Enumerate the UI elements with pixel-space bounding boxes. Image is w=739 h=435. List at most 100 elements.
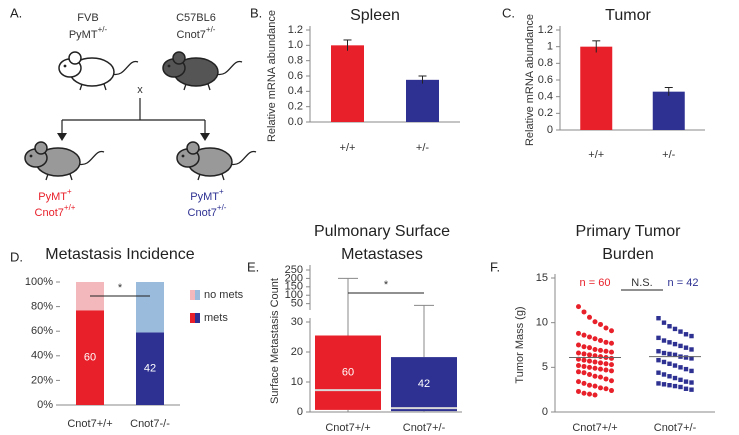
y-tick-label: 0.4 — [288, 85, 303, 97]
genotype: +/- — [98, 25, 108, 34]
point — [667, 383, 672, 388]
y-tick-label: 0.8 — [538, 57, 553, 69]
arrowheads — [57, 133, 210, 141]
x-tick-label: Cnot7+/+ — [572, 422, 617, 434]
significance: * — [384, 279, 389, 291]
panel-label: F. — [490, 259, 500, 274]
y-axis-label: Relative mRNA abundance — [524, 14, 536, 146]
genotype: +/- — [206, 25, 216, 34]
x-tick-label: +/- — [416, 142, 429, 154]
cross-lines — [61, 98, 206, 134]
point — [592, 336, 598, 342]
mouse-offspring — [176, 141, 257, 181]
legend-swatch — [195, 290, 200, 300]
y-axis-label: Tumor Mass (g) — [514, 306, 526, 383]
point — [678, 377, 683, 383]
point — [603, 386, 609, 392]
point — [656, 349, 661, 354]
point — [603, 361, 609, 367]
gene: PyMT — [38, 191, 67, 203]
bar-segment — [136, 332, 164, 405]
y-tick-label: 0.8 — [288, 55, 303, 67]
point — [667, 361, 672, 366]
point — [576, 304, 581, 310]
bar — [652, 91, 685, 130]
offspring-genotype: PyMT+ — [38, 187, 72, 203]
chart-title: Spleen — [350, 7, 400, 24]
point — [656, 370, 661, 375]
point — [661, 350, 667, 356]
point — [672, 375, 678, 381]
point — [587, 391, 592, 397]
legend-label: mets — [204, 312, 228, 324]
point — [678, 384, 683, 390]
point — [581, 332, 587, 338]
point — [598, 338, 603, 344]
gene: PyMT — [190, 191, 219, 203]
genotype: + — [67, 187, 72, 196]
point — [656, 316, 661, 321]
point — [592, 373, 598, 379]
point — [581, 344, 587, 350]
chart-title: Tumor — [605, 7, 651, 24]
x-tick-label: +/- — [662, 149, 675, 161]
point — [592, 319, 598, 325]
y-tick-label: 20% — [31, 374, 53, 386]
point — [587, 352, 592, 358]
bar — [331, 45, 364, 123]
panel-label: C. — [502, 5, 515, 20]
y-tick-label: 0.6 — [538, 74, 553, 86]
offspring-genotype: Cnot7+/- — [188, 203, 227, 219]
point — [656, 381, 661, 386]
point — [661, 372, 667, 377]
point — [576, 369, 581, 375]
box — [391, 357, 457, 412]
point — [689, 387, 694, 392]
point — [592, 346, 598, 352]
point — [656, 357, 661, 363]
offspring-genotype: PyMT+ — [190, 187, 224, 203]
y-tick-label: 60% — [31, 325, 53, 337]
point — [609, 388, 614, 394]
point — [661, 382, 667, 387]
point — [609, 378, 614, 384]
x-tick-label: Cnot7+/- — [403, 422, 446, 434]
point — [581, 309, 587, 315]
y-tick-label: 200 — [285, 272, 303, 284]
point — [581, 363, 587, 369]
point — [598, 360, 603, 366]
y-tick-label: 10 — [291, 376, 303, 388]
point — [587, 314, 592, 320]
y-tick-label: 5 — [542, 361, 548, 373]
y-tick-label: 1 — [547, 41, 553, 53]
point — [598, 321, 603, 327]
genotype-label: Cnot7+/- — [177, 25, 216, 41]
point — [609, 328, 614, 334]
y-tick-label: 20 — [291, 346, 303, 358]
count-label: 42 — [418, 378, 430, 390]
y-tick-label: 150 — [285, 281, 303, 293]
mouse-offspring — [24, 141, 105, 181]
strain: FVB — [77, 12, 98, 24]
y-tick-label: 0.2 — [288, 101, 303, 113]
y-tick-label: 1.0 — [288, 39, 303, 51]
point — [683, 345, 689, 350]
cross: x — [137, 84, 143, 96]
point — [603, 348, 609, 354]
point — [672, 326, 678, 332]
point — [678, 329, 683, 334]
point — [587, 371, 592, 377]
genotype: +/- — [217, 203, 227, 212]
x-tick-label: Cnot7+/+ — [67, 418, 112, 430]
point — [667, 324, 672, 329]
y-axis-label: Surface Metastasis Count — [269, 278, 281, 404]
point — [576, 342, 581, 348]
chart-title: Primary Tumor — [576, 223, 682, 240]
point — [576, 363, 581, 369]
point — [587, 334, 592, 340]
point — [678, 343, 683, 349]
point — [667, 374, 672, 379]
point — [603, 367, 609, 373]
point — [689, 368, 694, 374]
legend-swatch — [190, 313, 195, 323]
